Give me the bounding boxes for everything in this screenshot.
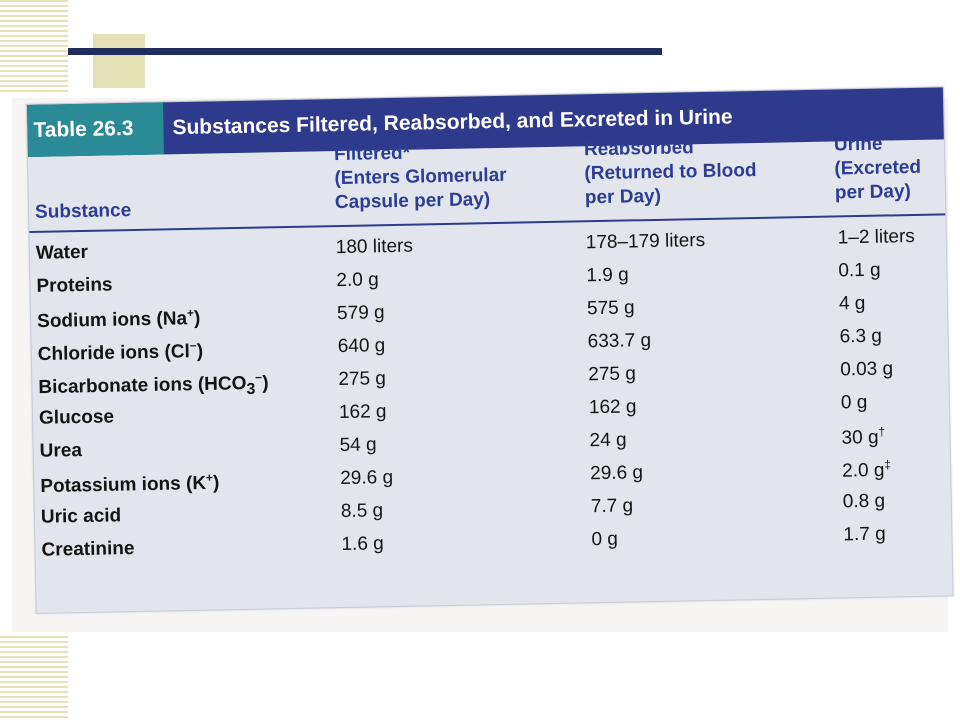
cell-reabsorbed: 178–179 liters [585,229,706,254]
cell-urine: 0.8 g [842,490,886,513]
cell-filtered: 1.6 g [341,533,384,556]
cell-urine: 30 g† [841,425,885,450]
decorative-stripes-top [0,0,68,92]
header-reabsorbed: Reabsorbed (Returned to Blood per Day) [584,135,757,210]
cell-urine: 0.1 g [838,259,881,282]
header-filtered-line1: Filtered* [333,142,411,166]
cell-substance: Urea [39,439,83,462]
cell-filtered: 2.0 g [336,269,379,292]
header-substance: Substance [34,200,132,223]
cell-urine: 1–2 liters [837,225,916,249]
header-urine-line1: Urine [833,133,883,156]
cell-substance: Proteins [36,274,113,297]
cell-urine: 1.7 g [843,523,886,546]
cell-filtered: 275 g [338,368,387,391]
header-reabsorbed-line2: (Returned to Blood [584,159,757,185]
cell-substance: Bicarbonate ions (HCO3−) [38,370,269,403]
cell-substance: Chloride ions (Cl−) [38,339,204,366]
cell-substance: Potassium ions (K+) [40,470,220,498]
cell-filtered: 162 g [338,401,387,424]
cell-reabsorbed: 7.7 g [590,495,634,518]
cell-reabsorbed: 29.6 g [590,462,644,485]
cell-reabsorbed: 275 g [588,363,637,386]
substance-tail: ) [262,372,269,394]
cell-urine: 0 g [840,391,868,414]
urine-value: 2.0 g [841,459,885,482]
cell-filtered: 640 g [337,335,386,358]
header-filtered: Filtered* (Enters Glomerular Capsule per… [334,140,507,215]
cell-substance: Glucose [38,406,115,429]
table-number: Table 26.3 [27,102,164,157]
data-table: Table 26.3 Substances Filtered, Reabsorb… [26,86,954,614]
cell-reabsorbed: 633.7 g [587,330,652,353]
footnote-mark: † [878,424,886,439]
cell-filtered: 54 g [339,434,377,457]
cell-urine: 4 g [838,292,866,315]
cell-reabsorbed: 162 g [588,396,637,419]
cell-urine: 0.03 g [840,358,894,381]
header-reabsorbed-line3: per Day) [584,185,662,209]
decorative-stripes-bottom [0,636,68,720]
accent-square [93,34,145,88]
cell-filtered: 180 liters [335,235,414,259]
substance-name: Chloride ions (Cl [37,341,190,366]
cell-substance: Uric acid [40,505,122,528]
header-filtered-line2: (Enters Glomerular [334,164,507,190]
header-urine-line3: per Day) [834,181,912,204]
cell-filtered: 579 g [336,302,385,325]
urine-value: 30 g [841,427,879,449]
header-filtered-line3: Capsule per Day) [334,189,491,214]
header-urine: Urine (Excreted per Day) [834,132,922,206]
cell-reabsorbed: 0 g [591,528,619,551]
cell-substance: Sodium ions (Na+) [37,306,201,333]
cell-substance: Water [35,241,89,264]
cell-substance: Creatinine [41,538,135,561]
cell-urine: 6.3 g [839,325,883,348]
cell-reabsorbed: 1.9 g [586,264,629,287]
substance-tail: ) [193,308,201,330]
cell-reabsorbed: 575 g [586,297,635,320]
cell-reabsorbed: 24 g [589,429,627,452]
footnote-mark: ‡ [884,457,892,472]
substance-name: Potassium ions (K [40,472,207,498]
accent-bar [68,48,662,55]
substance-tail: ) [196,340,204,363]
header-reabsorbed-line1: Reabsorbed [583,137,694,161]
cell-filtered: 29.6 g [340,467,394,490]
substance-tail: ) [212,472,220,494]
subscript: 3 [246,380,256,398]
cell-urine: 2.0 g‡ [842,457,891,482]
cell-filtered: 8.5 g [340,500,384,523]
substance-name: Sodium ions (Na [36,308,188,333]
header-urine-line2: (Excreted [834,156,922,180]
substance-name: Bicarbonate ions (HCO [38,373,247,399]
table-body: Water 180 liters 178–179 liters 1–2 lite… [30,221,952,569]
